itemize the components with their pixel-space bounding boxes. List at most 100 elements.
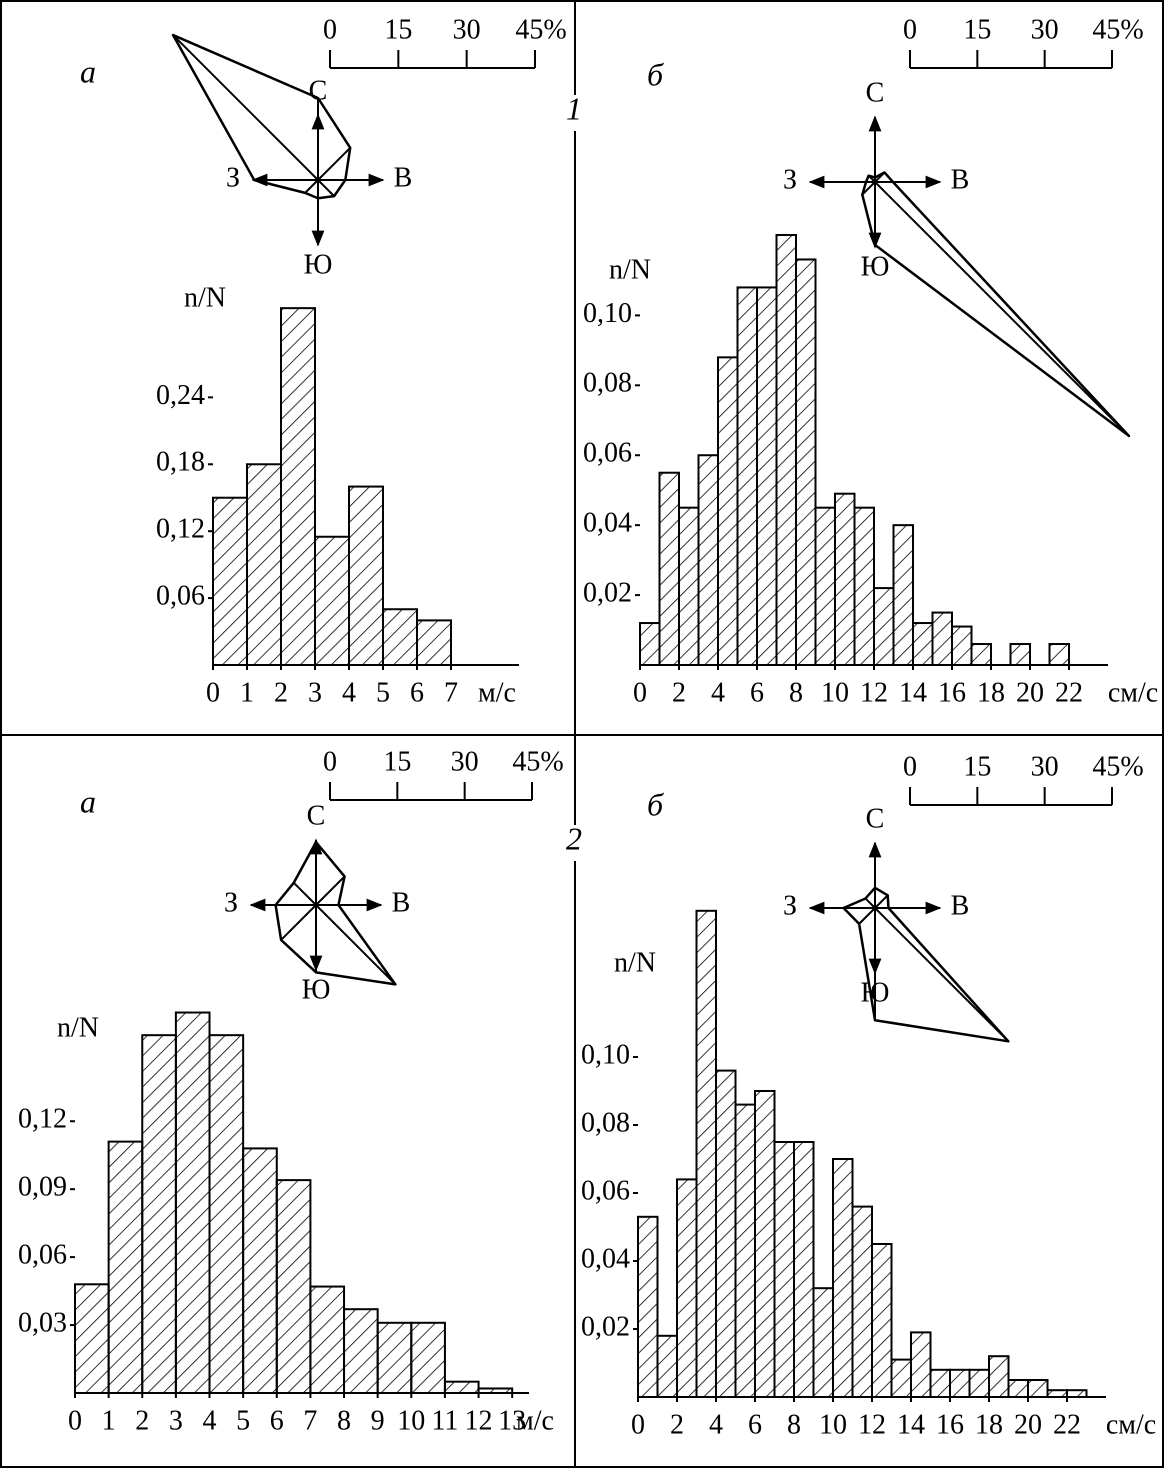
bar [314,535,350,666]
x-tick-label: 5 [236,1405,250,1436]
rose-spoke [874,907,1010,1043]
x-tick-label: 18 [975,1409,1003,1440]
panel-label: а [80,783,96,819]
bar [637,1215,659,1399]
bar [74,1283,110,1394]
y-axis-label: n/N [57,1012,99,1043]
y-tick-label: 0,12 [156,514,205,545]
x-tick-label: 6 [270,1405,284,1436]
bar [949,1368,971,1399]
x-tick-label: 7 [303,1405,317,1436]
compass-label: З [783,890,797,921]
x-tick-label: 20 [1016,677,1044,708]
scale-label: 30 [1031,14,1059,45]
compass-label: З [224,887,238,918]
x-tick-label: 8 [337,1405,351,1436]
y-axis-label: n/N [609,254,651,285]
scale-label: 30 [453,14,481,45]
compass-label: З [226,162,240,193]
x-tick-label: 18 [977,677,1005,708]
y-tick-label: 0,06 [583,438,632,469]
bar [658,471,680,666]
x-tick-label: 3 [169,1405,183,1436]
bar [174,1011,211,1394]
bar [773,1141,795,1398]
y-tick-label: 0,06 [18,1240,67,1271]
bar [656,1334,678,1399]
panel-label: б [647,786,664,822]
scale-label: 0 [903,751,917,782]
label-bg [560,825,588,861]
bar [756,286,778,666]
x-tick-label: 2 [274,677,288,708]
bar [775,233,797,666]
bar [951,625,973,667]
compass-label: С [307,800,326,831]
x-tick-label: 5 [376,677,390,708]
rose-spoke [315,875,346,906]
bar [141,1034,177,1395]
bar [348,485,384,666]
x-tick-label: 4 [342,677,356,708]
x-tick-label: 4 [203,1405,217,1436]
compass-label: С [309,75,328,106]
x-tick-label: 16 [936,1409,964,1440]
bar [280,307,316,666]
rose-spoke [280,904,317,941]
x-unit: м/с [478,677,516,708]
rose-spoke [304,179,319,194]
y-axis-label: n/N [184,282,226,313]
bar [639,622,661,666]
bar [871,1243,893,1398]
bar [1009,643,1031,666]
bar [988,1355,1010,1398]
rose-spoke [874,181,1130,437]
rose-spoke [861,181,876,196]
y-tick-label: 0,08 [583,368,632,399]
bar [376,1321,413,1394]
y-tick-label: 0,06 [581,1175,630,1206]
y-tick-label: 0,09 [18,1172,67,1203]
x-unit: см/с [1106,1409,1156,1440]
x-tick-label: 10 [819,1409,847,1440]
rose-spoke [864,897,876,909]
x-tick-label: 8 [787,1409,801,1440]
x-tick-label: 14 [897,1409,925,1440]
bar [208,1034,245,1395]
x-tick-label: 20 [1014,1409,1042,1440]
bar [715,1069,737,1398]
x-tick-label: 3 [308,677,322,708]
bar [382,608,418,667]
bar [343,1308,379,1395]
x-tick-label: 4 [711,677,725,708]
compass-label: В [394,162,413,193]
x-tick-label: 4 [709,1409,723,1440]
scale-label: 15 [383,746,411,777]
x-tick-label: 6 [750,677,764,708]
bar [968,1368,990,1399]
y-tick-label: 0,03 [18,1307,67,1338]
rose-spoke [315,904,397,986]
bar [910,1331,932,1399]
x-tick-label: 11 [431,1405,458,1436]
compass-label: Ю [861,251,890,282]
bar [410,1321,446,1394]
bar [676,1178,698,1399]
bar [1046,1389,1068,1398]
compass-label: З [783,164,797,195]
scale-label: 15 [963,751,991,782]
x-tick-label: 14 [899,677,927,708]
y-tick-label: 0,08 [581,1107,630,1138]
y-tick-label: 0,10 [583,298,632,329]
x-tick-label: 1 [102,1405,116,1436]
x-tick-label: 2 [135,1405,149,1436]
x-tick-label: 6 [410,677,424,708]
rose-spoke [172,34,319,181]
x-tick-label: 2 [672,677,686,708]
bar [793,1141,815,1398]
bar [970,643,992,666]
y-axis-label: n/N [614,947,656,978]
x-tick-label: 0 [206,677,220,708]
bar [443,1380,480,1395]
bar [734,1103,756,1398]
